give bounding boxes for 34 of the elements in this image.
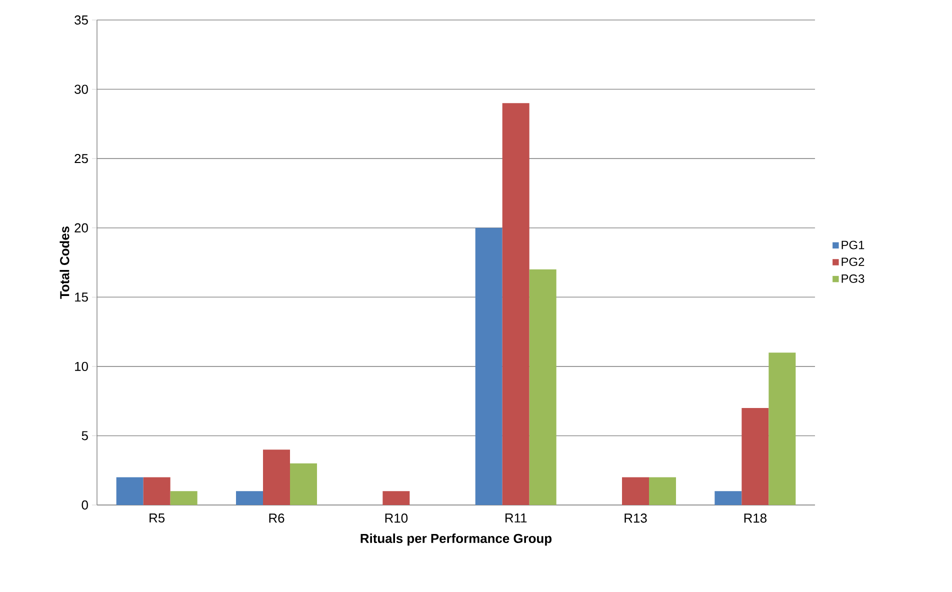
bar xyxy=(290,463,317,505)
y-tick-label: 35 xyxy=(74,15,88,25)
bar xyxy=(116,477,144,505)
legend-label: PG3 xyxy=(842,274,864,283)
y-tick-label: 25 xyxy=(74,154,88,164)
legend-label: PG2 xyxy=(842,258,864,266)
bar xyxy=(382,491,410,505)
x-tick-label: R13 xyxy=(624,514,647,523)
x-tick-label: R6 xyxy=(269,514,284,523)
y-tick-label: 10 xyxy=(75,362,88,372)
bar xyxy=(502,103,530,505)
y-tick-label: 30 xyxy=(74,84,88,94)
x-tick-label: R5 xyxy=(150,514,165,523)
y-tick-label: 5 xyxy=(82,431,88,440)
x-tick-label: R18 xyxy=(744,514,766,523)
bar xyxy=(236,491,263,505)
bar xyxy=(143,477,170,505)
y-tick-label: 0 xyxy=(82,500,88,510)
bar xyxy=(714,491,742,505)
x-axis-title: Rituals per Performance Group xyxy=(360,534,552,546)
bar xyxy=(742,408,769,505)
x-tick-label: R11 xyxy=(506,514,527,522)
bar xyxy=(170,491,198,505)
legend-label: PG1 xyxy=(842,240,864,250)
bar xyxy=(475,228,502,505)
y-tick-label: 15 xyxy=(75,292,88,302)
bar xyxy=(649,477,676,505)
bar xyxy=(622,477,650,505)
bar xyxy=(768,352,796,505)
x-tick-label: R10 xyxy=(385,514,408,523)
bar xyxy=(529,269,556,505)
y-tick-label: 20 xyxy=(74,223,88,232)
bar xyxy=(263,450,290,505)
y-axis-title: Total Codes xyxy=(60,226,70,299)
